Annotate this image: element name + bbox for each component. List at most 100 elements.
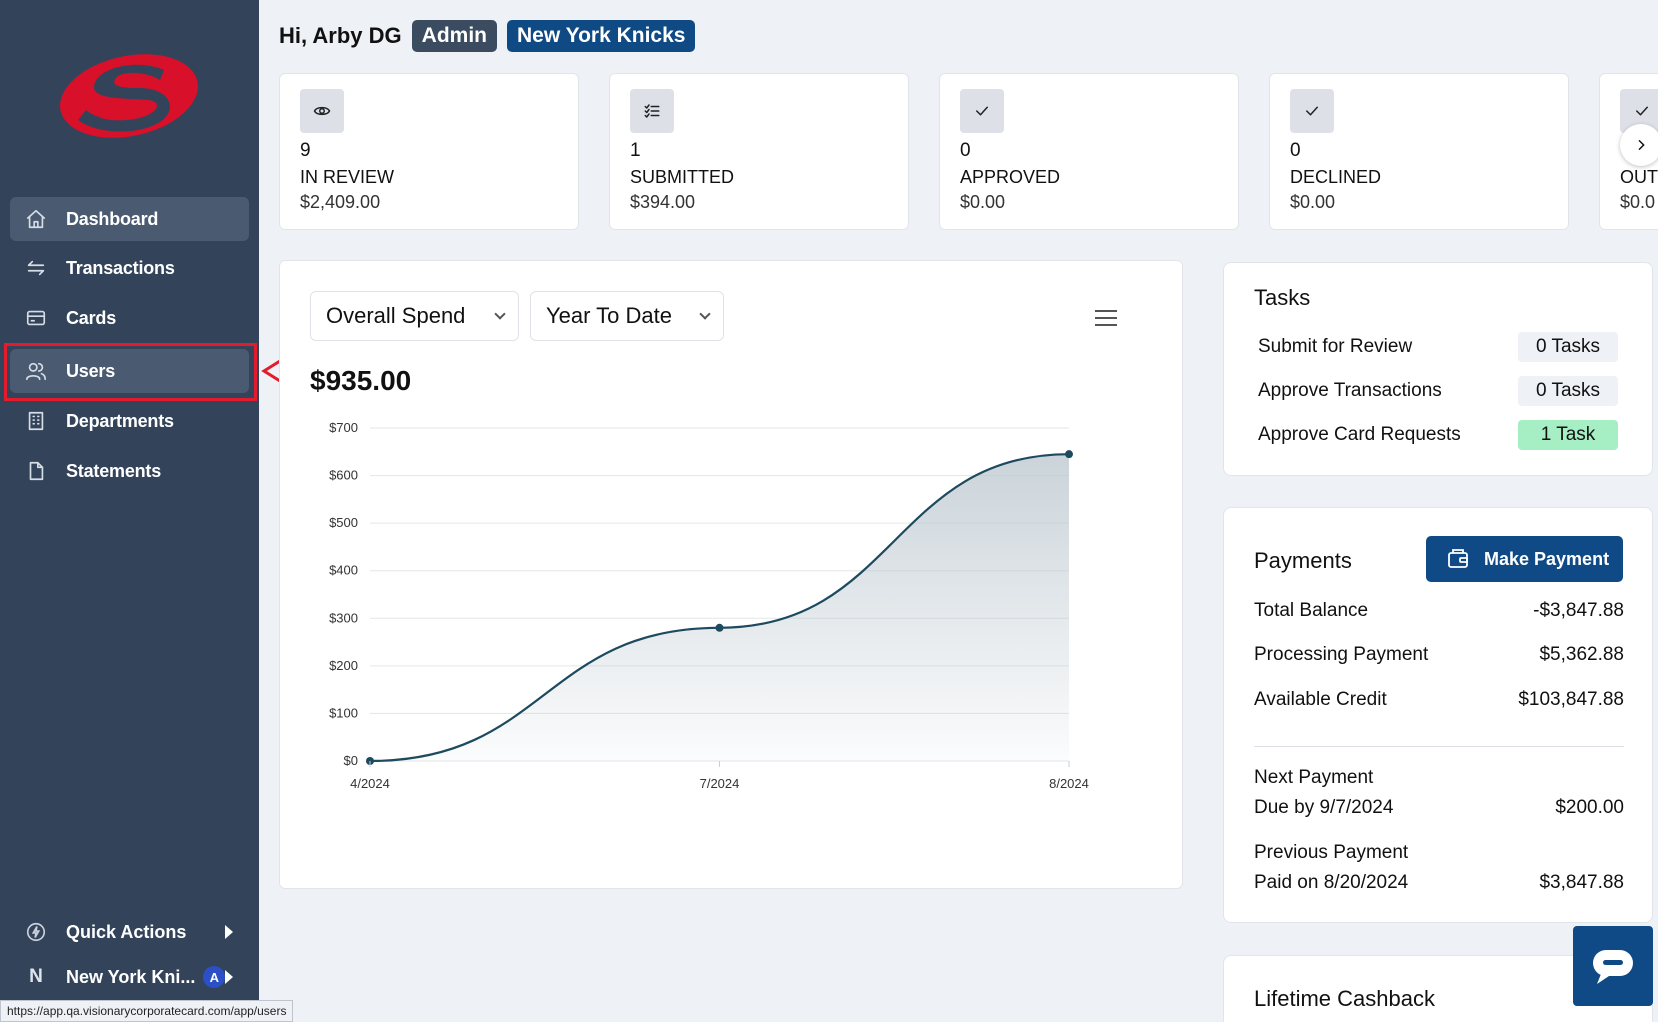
card-icon — [24, 306, 48, 330]
tasks-title: Tasks — [1254, 285, 1311, 310]
sidebar-item-users[interactable]: Users — [10, 349, 249, 393]
sidebar-item-statements[interactable]: Statements — [10, 449, 249, 493]
range-select-value: Year To Date — [546, 303, 672, 328]
spend-chart-panel: Overall Spend Year To Date $935.00 $0 $10… — [279, 260, 1183, 889]
task-count-badge: 1 Task — [1518, 420, 1618, 450]
task-row-approve-card-requests[interactable]: Approve Card Requests 1 Task — [1258, 419, 1618, 451]
y-tick-label: $300 — [329, 610, 358, 625]
total-spend: $935.00 — [310, 365, 412, 396]
stat-card-in-review[interactable]: 9 IN REVIEW $2,409.00 — [279, 73, 579, 230]
y-tick-label: $600 — [329, 468, 358, 483]
sidebar-item-departments[interactable]: Departments — [10, 399, 249, 443]
chart-data-point[interactable] — [715, 623, 724, 632]
users-icon — [24, 359, 48, 383]
chevron-down-icon — [699, 308, 711, 320]
bolt-circle-icon — [24, 920, 48, 944]
quick-actions-label: Quick Actions — [66, 921, 187, 942]
y-tick-label: $0 — [344, 753, 358, 768]
chevron-right-icon — [225, 970, 233, 984]
organization-switcher[interactable]: N New York Kni... A — [10, 957, 249, 997]
previous-payment-amount: $3,847.88 — [1539, 872, 1624, 893]
stat-card-submitted[interactable]: 1 SUBMITTED $394.00 — [609, 73, 909, 230]
task-count-badge: 0 Tasks — [1518, 332, 1618, 362]
stat-count: 1 — [630, 140, 641, 161]
eye-icon — [300, 89, 344, 133]
chart-menu-icon[interactable] — [1095, 310, 1117, 326]
processing-payment-label: Processing Payment — [1254, 644, 1429, 665]
stat-label: IN REVIEW — [300, 167, 395, 187]
stat-amount: $0.00 — [960, 192, 1006, 212]
sidebar-item-label: Departments — [66, 410, 174, 431]
chat-bubble-icon — [1593, 950, 1633, 984]
previous-payment-row: Previous Payment Paid on 8/20/2024 $3,84… — [1254, 838, 1624, 898]
next-payment-due: Due by 9/7/2024 — [1254, 797, 1394, 818]
annotation-highlight-box — [4, 343, 257, 401]
x-tick-label: 8/2024 — [1049, 776, 1089, 791]
payments-title: Payments — [1254, 548, 1352, 573]
sidebar-item-label: Dashboard — [66, 208, 159, 229]
spend-area-chart: $0 $100 $200 $300 $400 $500 $600 $700 4/2024 7/2… — [329, 421, 1089, 791]
available-credit-label: Available Credit — [1254, 689, 1387, 710]
next-payment-row: Next Payment Due by 9/7/2024 $200.00 — [1254, 763, 1624, 823]
payments-divider — [1254, 746, 1624, 747]
cashback-title: Lifetime Cashback — [1254, 986, 1435, 1011]
y-tick-label: $700 — [329, 421, 358, 435]
stat-amount: $394.00 — [630, 192, 696, 212]
task-label: Approve Card Requests — [1258, 424, 1461, 445]
greeting-header: Hi, Arby DG Admin New York Knicks — [279, 20, 696, 52]
sidebar-item-label: Statements — [66, 460, 162, 481]
make-payment-button[interactable]: Make Payment — [1426, 536, 1623, 582]
x-tick-label: 4/2024 — [350, 776, 390, 791]
sidebar-item-transactions[interactable]: Transactions — [10, 246, 249, 290]
metric-select[interactable]: Overall Spend — [310, 291, 519, 341]
stat-label: DECLINED — [1290, 167, 1382, 187]
task-count-badge: 0 Tasks — [1518, 376, 1618, 406]
sidebar-item-label: Transactions — [66, 257, 175, 278]
org-role-badge: A — [203, 966, 226, 988]
sidebar-item-label: Cards — [66, 307, 117, 328]
payments-panel: Payments Make Payment Total Balance -$3,… — [1223, 507, 1653, 923]
previous-payment-label: Previous Payment — [1254, 842, 1409, 863]
chevron-down-icon — [494, 308, 506, 320]
carousel-next-button[interactable] — [1620, 124, 1658, 166]
task-row-submit-review[interactable]: Submit for Review 0 Tasks — [1258, 331, 1618, 363]
stat-count: 0 — [1290, 140, 1301, 161]
processing-payment-row: Processing Payment $5,362.88 — [1254, 644, 1624, 666]
processing-payment-value: $5,362.88 — [1539, 644, 1624, 665]
task-row-approve-transactions[interactable]: Approve Transactions 0 Tasks — [1258, 375, 1618, 407]
quick-actions-menu[interactable]: Quick Actions — [10, 912, 249, 952]
available-credit-row: Available Credit $103,847.88 — [1254, 689, 1624, 711]
total-balance-value: -$3,847.88 — [1533, 600, 1624, 621]
stat-card-approved[interactable]: 0 APPROVED $0.00 — [939, 73, 1239, 230]
task-label: Submit for Review — [1258, 336, 1413, 357]
next-payment-label: Next Payment — [1254, 767, 1374, 788]
y-tick-label: $500 — [329, 515, 358, 530]
x-tick-label: 7/2024 — [700, 776, 740, 791]
check-icon — [960, 89, 1004, 133]
role-badge: Admin — [411, 20, 497, 52]
range-select[interactable]: Year To Date — [530, 291, 724, 341]
total-balance-label: Total Balance — [1254, 600, 1369, 621]
chat-support-button[interactable] — [1573, 926, 1653, 1006]
chart-data-point[interactable] — [1065, 450, 1073, 459]
previous-payment-date: Paid on 8/20/2024 — [1254, 872, 1409, 893]
sidebar-item-cards[interactable]: Cards — [10, 296, 249, 340]
stat-amount: $0.00 — [1290, 192, 1336, 212]
brand-logo[interactable] — [56, 48, 202, 144]
stat-amount: $0.0 — [1620, 192, 1656, 212]
status-bar-url: https://app.qa.visionarycorporatecard.co… — [0, 1000, 294, 1022]
y-tick-label: $400 — [329, 563, 358, 578]
make-payment-label: Make Payment — [1484, 548, 1610, 569]
sidebar: Dashboard Transactions Cards Users Depar… — [0, 0, 259, 1022]
stat-label: OUT — [1620, 167, 1658, 187]
y-tick-label: $200 — [329, 658, 358, 673]
stat-card-declined[interactable]: 0 DECLINED $0.00 — [1269, 73, 1569, 230]
y-tick-label: $100 — [329, 705, 358, 720]
metric-select-value: Overall Spend — [326, 303, 466, 328]
check-icon — [1290, 89, 1334, 133]
stat-amount: $2,409.00 — [300, 192, 381, 212]
team-badge: New York Knicks — [506, 20, 696, 52]
sidebar-item-dashboard[interactable]: Dashboard — [10, 197, 249, 241]
document-icon — [24, 459, 48, 483]
checklist-icon — [630, 89, 674, 133]
